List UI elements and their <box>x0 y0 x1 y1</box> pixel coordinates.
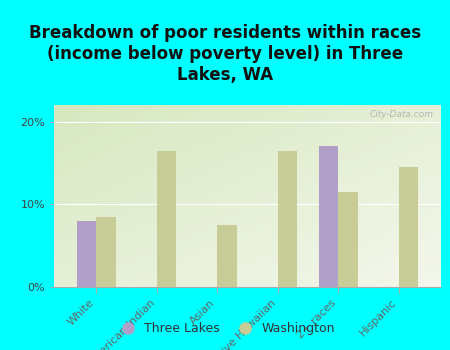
Text: City-Data.com: City-Data.com <box>369 111 433 119</box>
Bar <box>217 225 237 287</box>
Legend: Three Lakes, Washington: Three Lakes, Washington <box>110 317 340 340</box>
Bar <box>319 146 338 287</box>
Bar <box>96 217 116 287</box>
Bar <box>157 150 176 287</box>
Bar <box>77 221 96 287</box>
Bar <box>399 167 418 287</box>
Bar <box>338 192 358 287</box>
Text: Breakdown of poor residents within races
(income below poverty level) in Three
L: Breakdown of poor residents within races… <box>29 25 421 84</box>
Bar <box>278 150 297 287</box>
